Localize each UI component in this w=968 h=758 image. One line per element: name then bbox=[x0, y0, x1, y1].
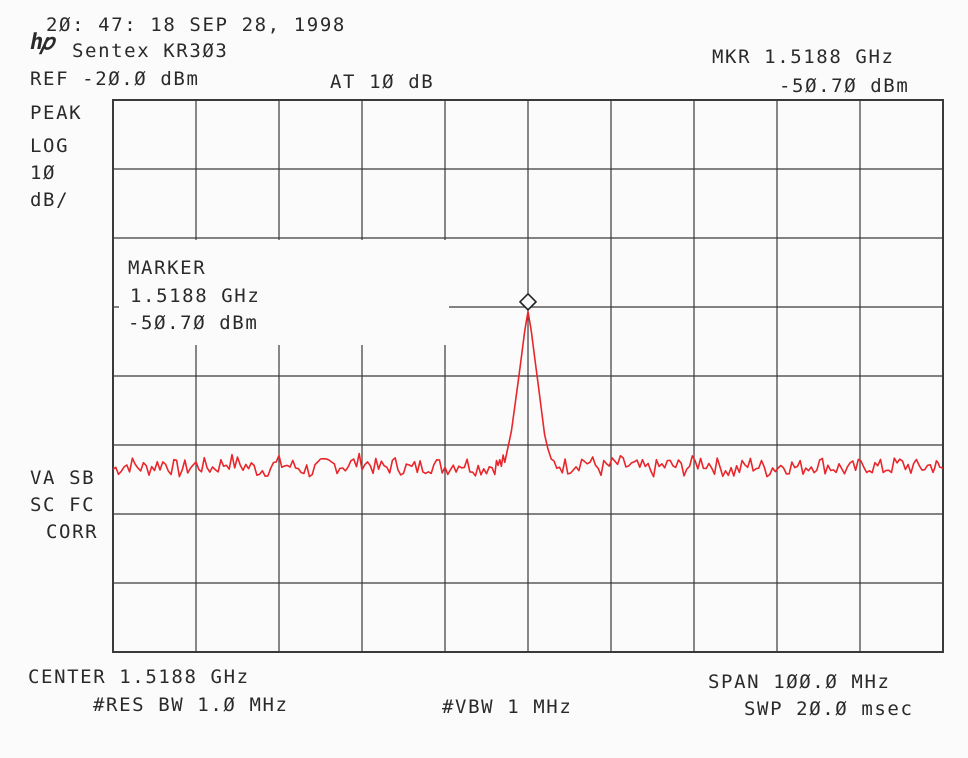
resolution-bandwidth: #RES BW 1.Ø MHz bbox=[93, 694, 289, 716]
video-bandwidth: #VBW 1 MHz bbox=[442, 696, 573, 718]
ref-level: REF -2Ø.Ø dBm bbox=[30, 68, 200, 90]
timestamp: 2Ø: 47: 18 SEP 28, 1998 bbox=[46, 14, 346, 36]
marker-box-level: -5Ø.7Ø dBm bbox=[128, 312, 259, 334]
sc-fc-label: SC FC bbox=[30, 494, 96, 516]
detector-label: PEAK bbox=[30, 102, 83, 124]
sweep-time: SWP 2Ø.Ø msec bbox=[744, 698, 914, 720]
device-name: Sentex KR3Ø3 bbox=[72, 40, 229, 62]
va-sb-label: VA SB bbox=[30, 467, 96, 489]
center-frequency: CENTER 1.5188 GHz bbox=[28, 666, 250, 688]
spectrum-trace bbox=[112, 311, 944, 478]
hp-logo-icon: ℎ𝑝 bbox=[30, 30, 54, 55]
scale-value-label: 1Ø bbox=[30, 162, 57, 184]
marker-box-background bbox=[119, 240, 449, 345]
marker-level-readout: -5Ø.7Ø dBm bbox=[779, 75, 910, 97]
corr-label: CORR bbox=[46, 521, 99, 543]
marker-frequency-readout: MKR 1.5188 GHz bbox=[712, 46, 895, 68]
marker-box-frequency: 1.5188 GHz bbox=[130, 285, 261, 307]
span: SPAN 1ØØ.Ø MHz bbox=[708, 671, 891, 693]
scale-unit-label: dB/ bbox=[30, 189, 70, 211]
marker-box-title: MARKER bbox=[128, 257, 207, 279]
attenuation: AT 1Ø dB bbox=[330, 71, 435, 93]
scale-type-label: LOG bbox=[30, 135, 70, 157]
marker-diamond-icon bbox=[518, 292, 538, 311]
